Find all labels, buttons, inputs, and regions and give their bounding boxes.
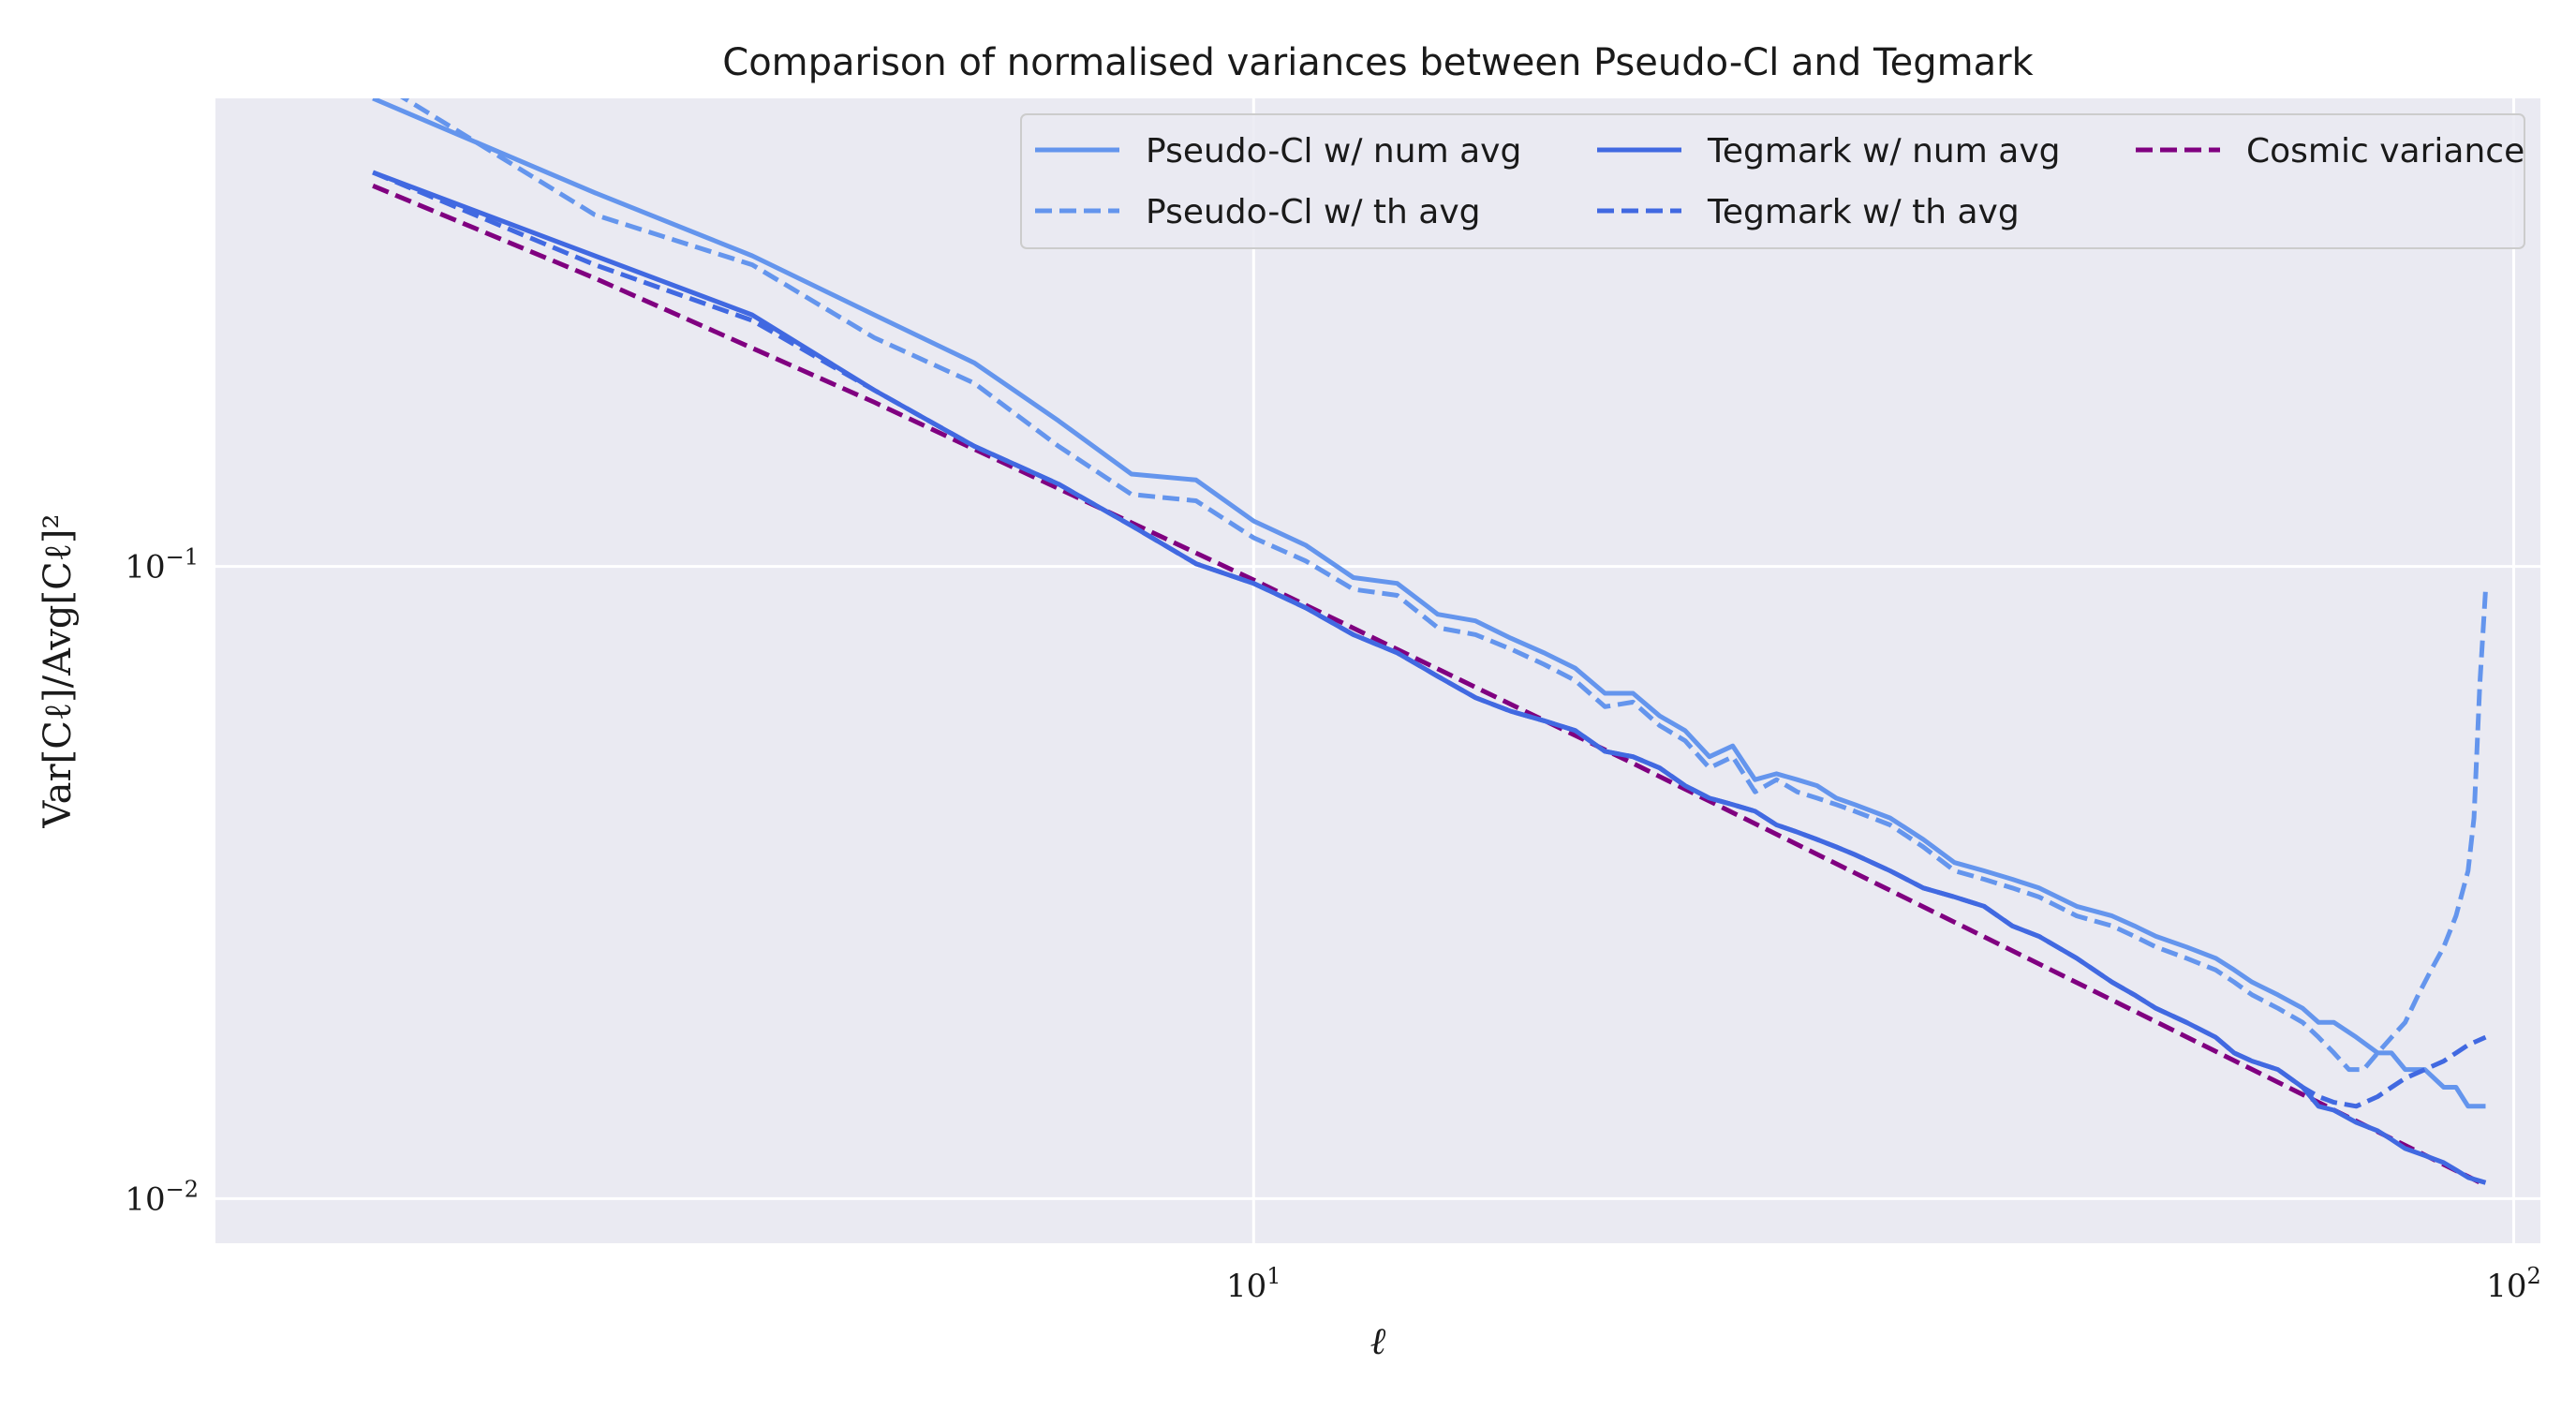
- plot-area-background: [215, 98, 2540, 1243]
- x-axis-label: ℓ: [1370, 1320, 1386, 1363]
- grid: [215, 98, 2540, 1243]
- legend-label: Tegmark w/ th avg: [1707, 193, 2020, 231]
- legend-label: Tegmark w/ num avg: [1707, 132, 2060, 171]
- y-tick-label: 10−1: [125, 544, 199, 586]
- series-line-pseudo-cl-w-th-avg: [399, 98, 2488, 1073]
- series-line-pseudo-cl-w-num-avg: [372, 98, 2486, 1109]
- x-tick-label: 102: [2486, 1263, 2541, 1305]
- tick-labels: 101 102 10−2 10−1: [125, 544, 2540, 1305]
- series-line-tegmark-w-th-avg: [372, 170, 2487, 1109]
- legend-label: Pseudo-Cl w/ num avg: [1146, 132, 1521, 171]
- chart-title: Comparison of normalised variances betwe…: [722, 41, 2034, 84]
- legend-label: Pseudo-Cl w/ th avg: [1146, 193, 1481, 231]
- y-axis-label: Var[Cℓ]/Avg[Cℓ]²: [37, 513, 80, 828]
- series-line-cosmic-variance: [372, 183, 2487, 1188]
- legend-label: Cosmic variance: [2246, 132, 2524, 171]
- legend: Pseudo-Cl w/ num avg Pseudo-Cl w/ th avg T…: [1020, 113, 2525, 249]
- series-line-tegmark-w-num-avg: [372, 170, 2487, 1185]
- series-group: [372, 98, 2488, 1188]
- x-tick-label: 101: [1226, 1263, 1281, 1305]
- y-tick-label: 10−2: [125, 1176, 199, 1218]
